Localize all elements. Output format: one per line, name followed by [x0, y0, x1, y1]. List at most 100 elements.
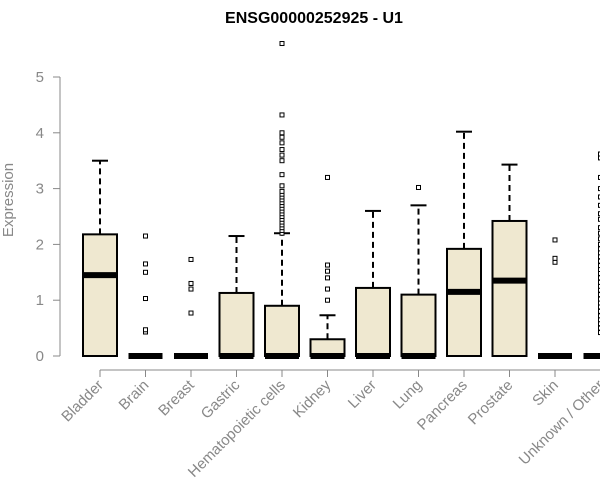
x-tick-label: Kidney [290, 376, 335, 421]
outlier-point [598, 296, 600, 302]
outlier-point [598, 230, 600, 236]
box-iqr [218, 291, 255, 358]
y-tick-label: 5 [36, 69, 44, 86]
outlier-point [598, 263, 600, 269]
x-tick-label: Bladder [58, 377, 107, 426]
box-kidney [309, 174, 346, 359]
outlier-point [598, 246, 600, 252]
outlier-point [279, 112, 285, 118]
outlier-point [598, 241, 600, 247]
outlier-point [279, 152, 285, 158]
box-lung [400, 184, 437, 359]
outlier-point [279, 130, 285, 136]
outlier-point [598, 304, 600, 310]
box-bladder [82, 159, 118, 357]
outlier-point [279, 188, 285, 194]
outlier-point [598, 216, 600, 222]
x-tick-label: Pancreas [414, 377, 471, 434]
chart-title: ENSG00000252925 - U1 [225, 10, 403, 27]
x-tick-label: Lung [390, 377, 426, 413]
outlier-point [325, 286, 330, 292]
box-liver [355, 209, 391, 359]
box-brain [128, 233, 163, 359]
box-series [82, 41, 600, 359]
outlier-point [598, 225, 600, 231]
outlier-point [598, 279, 600, 285]
outlier-point [143, 233, 148, 239]
outlier-point [325, 297, 330, 303]
box-prostate [491, 163, 528, 357]
outlier-point [598, 186, 600, 192]
outlier-point [552, 237, 558, 243]
y-axis-label: Expression [0, 163, 17, 237]
outlier-point [598, 330, 600, 336]
outlier-point [188, 256, 194, 262]
outlier-point [188, 280, 194, 286]
outlier-point [552, 255, 558, 261]
outlier-point [598, 283, 600, 289]
outlier-point [279, 140, 285, 146]
outlier-point [552, 259, 558, 265]
outlier-point [188, 286, 194, 292]
outlier-point [598, 325, 600, 331]
outlier-point [143, 269, 148, 275]
outlier-point [598, 258, 600, 264]
outlier-point [279, 41, 285, 47]
outlier-point [188, 310, 194, 316]
box-iqr [400, 293, 437, 357]
x-tick-label: Liver [345, 377, 380, 412]
outlier-point [143, 261, 148, 267]
x-tick-label: Skin [529, 377, 562, 410]
box-iqr [355, 286, 391, 358]
y-tick-label: 1 [36, 292, 44, 309]
outlier-point [325, 262, 330, 268]
outlier-point [598, 292, 600, 298]
box-gastric [218, 235, 255, 359]
outlier-point [598, 270, 600, 276]
box-iqr [446, 247, 482, 357]
outlier-point [598, 151, 600, 157]
y-tick-label: 4 [36, 125, 44, 142]
outlier-point [279, 172, 285, 178]
outlier-point [279, 134, 285, 140]
outlier-point [598, 174, 600, 180]
outlier-point [416, 184, 421, 190]
outlier-point [279, 158, 285, 164]
outlier-point [598, 287, 600, 293]
outlier-point [598, 275, 600, 281]
box-pancreas [446, 130, 482, 357]
outlier-point [143, 327, 148, 333]
y-tick-label: 0 [36, 348, 44, 365]
outlier-point [598, 155, 600, 161]
outlier-point [598, 211, 600, 217]
outlier-point [598, 267, 600, 273]
outlier-point [325, 268, 330, 274]
box-iqr [264, 304, 300, 357]
outlier-point [598, 202, 600, 208]
outlier-point [598, 250, 600, 256]
outlier-point [598, 236, 600, 242]
x-tick-label: Breast [155, 376, 198, 419]
box-iqr [82, 233, 118, 357]
box-skin [538, 237, 572, 359]
y-tick-label: 2 [36, 236, 44, 253]
box-hematopoietic-cells [264, 41, 300, 359]
outlier-point [279, 147, 285, 153]
outlier-point [279, 183, 285, 189]
x-tick-label: Brain [116, 377, 153, 414]
outlier-point [598, 254, 600, 260]
x-tick-label: Prostate [465, 377, 517, 429]
y-axis: 0 1 2 3 4 5 [36, 69, 61, 365]
outlier-point [325, 275, 330, 281]
outlier-point [598, 317, 600, 323]
outlier-point [598, 308, 600, 314]
outlier-point [598, 300, 600, 306]
box-unknown-other [583, 151, 600, 359]
box-iqr [491, 219, 528, 357]
box-breast [174, 256, 208, 359]
outlier-point [325, 174, 330, 180]
outlier-point [598, 194, 600, 200]
y-tick-label: 3 [36, 181, 44, 198]
outlier-point [598, 313, 600, 319]
